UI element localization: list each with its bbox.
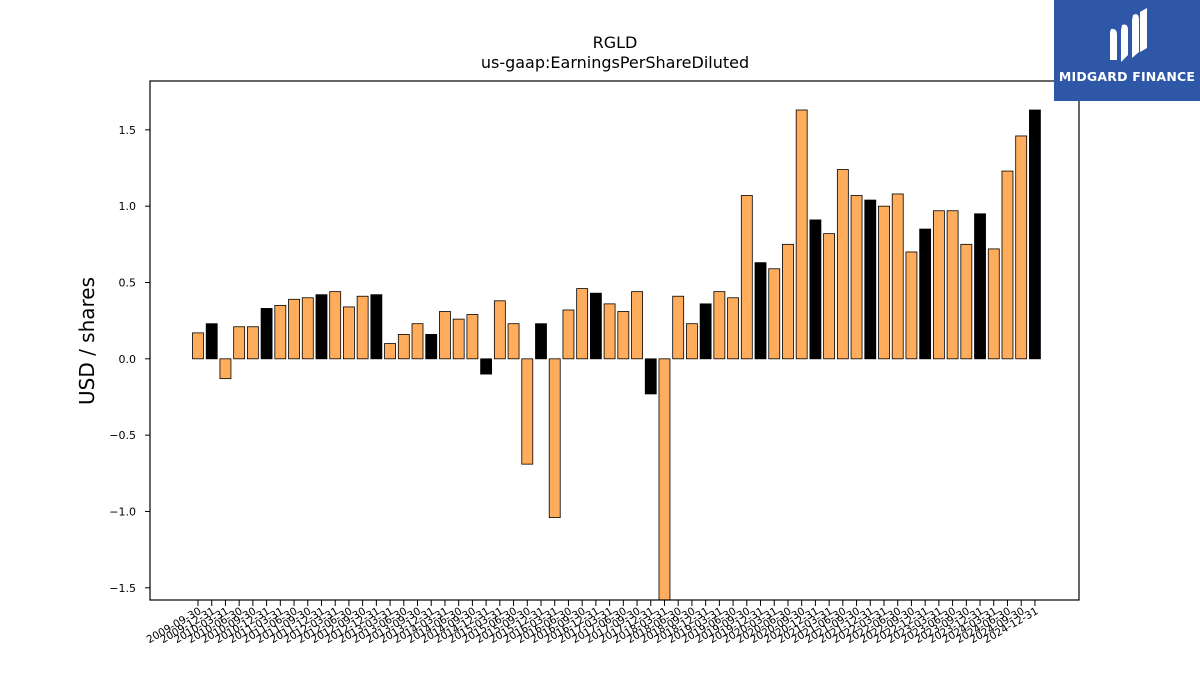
bar: [480, 358, 493, 375]
bar: [836, 169, 849, 360]
bar: [589, 292, 602, 360]
bar: [617, 311, 630, 360]
bar: [301, 297, 314, 360]
bar: [562, 309, 575, 360]
bar: [343, 306, 355, 360]
bar: [425, 333, 438, 360]
y-axis-label: USD / shares: [75, 277, 99, 405]
bar: [192, 332, 204, 360]
bar: [274, 304, 287, 360]
y-tick-label: −0.5: [109, 429, 136, 442]
bar: [1001, 170, 1014, 360]
bar: [452, 318, 465, 360]
bar: [439, 311, 451, 360]
bar: [205, 323, 218, 360]
bar: [356, 295, 369, 360]
bar: [809, 219, 822, 360]
bar: [795, 109, 808, 360]
bars-group: [192, 109, 1041, 601]
bar: [713, 291, 726, 360]
bar: [864, 199, 877, 360]
bar: [288, 298, 300, 360]
bar: [576, 288, 589, 360]
bar: [727, 297, 739, 360]
bar: [658, 358, 671, 601]
bar: [974, 213, 986, 360]
y-tick-label: −1.5: [109, 582, 136, 595]
bar: [397, 333, 410, 360]
bar: [850, 195, 863, 360]
bar: [686, 323, 698, 360]
bar: [493, 300, 506, 360]
bar: [932, 210, 945, 360]
bar: [370, 294, 383, 360]
bar: [535, 323, 547, 360]
bar: [466, 314, 479, 360]
y-tick-label: 1.0: [119, 200, 137, 213]
y-tick-label: 0.0: [119, 353, 137, 366]
plot-frame: [149, 80, 1080, 601]
y-tick-label: 0.5: [119, 276, 137, 289]
midgard-finance-logo: MIDGARD FINANCE: [1054, 0, 1200, 101]
bar: [384, 343, 396, 360]
bar: [905, 251, 918, 360]
bar: [411, 323, 424, 360]
bar: [699, 303, 712, 360]
bar: [315, 294, 328, 360]
bar: [548, 358, 561, 518]
bar: [754, 262, 767, 360]
y-tick-label: 1.5: [119, 124, 137, 137]
bar: [644, 358, 657, 395]
x-axis: 2009-09-302009-12-312010-03-312010-06-30…: [145, 600, 1040, 646]
chart-title: RGLD: [593, 33, 638, 52]
bar: [946, 210, 959, 360]
midgard-m-logo-icon: [1110, 8, 1147, 62]
bar: [1015, 135, 1028, 360]
bar: [260, 308, 273, 360]
bar: [219, 358, 232, 380]
bar: [768, 268, 781, 360]
bar: [329, 291, 342, 360]
bar: [919, 228, 932, 360]
bar: [823, 233, 836, 360]
bar: [878, 205, 890, 360]
bar: [521, 358, 534, 465]
bar: [987, 248, 1000, 360]
bar: [603, 303, 616, 360]
bar: [740, 195, 753, 360]
y-tick-label: −1.0: [109, 505, 136, 518]
bar: [672, 295, 685, 360]
y-axis: −1.5 −1.0 −0.5 0.0 0.5 1.0 1.5: [109, 124, 150, 595]
chart-subtitle: us-gaap:EarningsPerShareDiluted: [481, 53, 749, 72]
bar: [246, 326, 259, 360]
bar: [631, 291, 643, 360]
bar: [507, 323, 520, 360]
bar: [891, 193, 904, 360]
bar: [233, 326, 246, 360]
bar: [782, 243, 794, 360]
brand-name: MIDGARD FINANCE: [1058, 69, 1196, 84]
bar: [960, 243, 973, 360]
bar: [1029, 109, 1041, 360]
